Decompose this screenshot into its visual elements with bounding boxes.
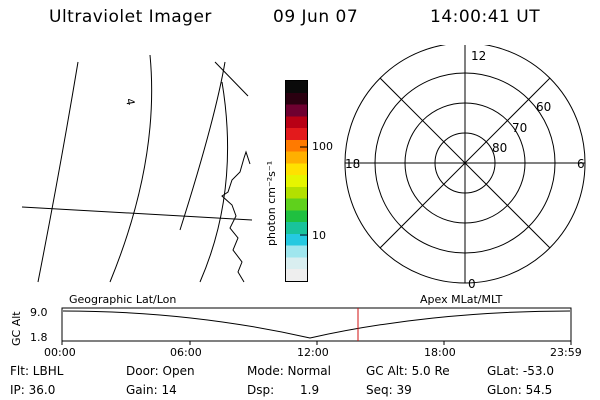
geographic-caption: Geographic Lat/Lon: [69, 293, 177, 306]
status-glat: GLat: -53.0: [487, 364, 554, 378]
altplot-ymin: 1.8: [30, 331, 48, 344]
lat-contour-1: [37, 61, 79, 283]
status-door: Door: Open: [126, 364, 195, 378]
altitude-curve: [62, 310, 571, 339]
mlt-0-label: 0: [468, 277, 476, 290]
colorbar-ticks: [300, 146, 307, 236]
status-seq: Seq: 39: [366, 383, 412, 397]
mlt-18-label: 18: [345, 157, 360, 171]
time-tick-0: 00:00: [44, 346, 76, 359]
lat-contour-2: [109, 54, 153, 283]
colorbar-tick-10: 10: [312, 229, 326, 242]
altitude-timeline: [61, 307, 572, 345]
instrument-title: Ultraviolet Imager: [49, 7, 212, 27]
apex-caption: Apex MLat/MLT: [420, 293, 503, 306]
observation-date: 09 Jun 07: [273, 7, 359, 27]
lat-contour-4: [199, 81, 229, 283]
lat-80-label: 80: [492, 141, 507, 155]
colorbar-tick-100: 100: [312, 140, 333, 153]
geographic-map: 4: [21, 54, 253, 283]
status-gain: Gain: 14: [126, 383, 177, 397]
status-dsp-value: 1.9: [300, 383, 320, 397]
observation-time: 14:00:41 UT: [430, 7, 541, 27]
altplot-ymax: 9.0: [30, 306, 48, 319]
contour-label: 4: [123, 97, 137, 106]
color-bar: [285, 80, 308, 282]
altplot-ylabel: GC Alt: [10, 311, 23, 346]
mlt-6-label: 6: [577, 157, 585, 171]
lat-60-label: 60: [536, 100, 551, 114]
time-tick-2: 12:00: [297, 346, 329, 359]
equator-line: [21, 206, 253, 221]
time-tick-4: 23:59: [550, 346, 582, 359]
lat-70-label: 70: [512, 121, 527, 135]
coastline: [221, 150, 251, 283]
time-tick-1: 06:00: [170, 346, 202, 359]
time-tick-3: 18:00: [424, 346, 456, 359]
mlt-12-label: 12: [471, 49, 486, 63]
status-gcalt: GC Alt: 5.0 Re: [366, 364, 450, 378]
status-dsp-label: Dsp:: [247, 383, 275, 397]
status-mode: Mode: Normal: [247, 364, 331, 378]
status-ip: IP: 36.0: [10, 383, 56, 397]
lon-line: [214, 61, 249, 97]
lat-contour-3: [179, 61, 226, 231]
status-glon: GLon: 54.5: [487, 383, 553, 397]
polar-plot: 12 18 6 0 60 70 80: [344, 45, 586, 290]
colorbar-unit-label: photon cm⁻²s⁻¹: [265, 160, 278, 246]
status-flt: Flt: LBHL: [10, 364, 64, 378]
